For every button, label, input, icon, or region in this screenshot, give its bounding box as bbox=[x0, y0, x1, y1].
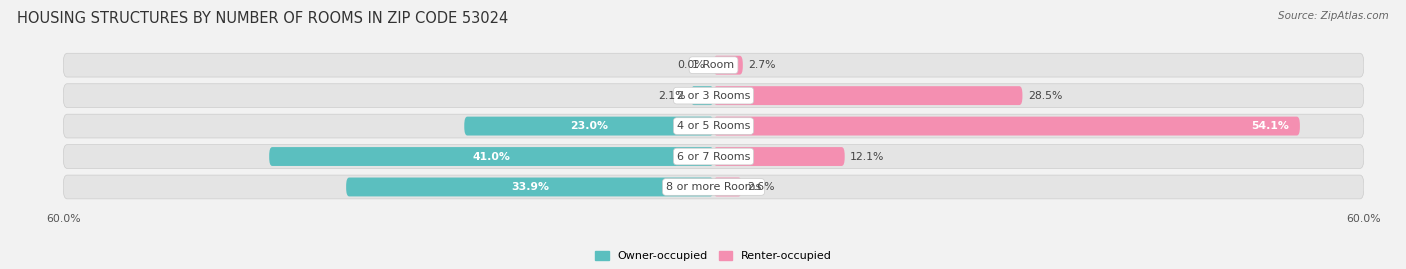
FancyBboxPatch shape bbox=[713, 117, 1301, 136]
Text: 54.1%: 54.1% bbox=[1251, 121, 1289, 131]
Text: 2.7%: 2.7% bbox=[748, 60, 776, 70]
Legend: Owner-occupied, Renter-occupied: Owner-occupied, Renter-occupied bbox=[591, 246, 837, 266]
Text: 23.0%: 23.0% bbox=[569, 121, 607, 131]
FancyBboxPatch shape bbox=[63, 175, 1364, 199]
Text: 2 or 3 Rooms: 2 or 3 Rooms bbox=[676, 91, 751, 101]
Text: 28.5%: 28.5% bbox=[1028, 91, 1062, 101]
FancyBboxPatch shape bbox=[63, 145, 1364, 168]
FancyBboxPatch shape bbox=[63, 84, 1364, 108]
Text: 4 or 5 Rooms: 4 or 5 Rooms bbox=[676, 121, 751, 131]
FancyBboxPatch shape bbox=[464, 117, 713, 136]
FancyBboxPatch shape bbox=[713, 56, 742, 75]
FancyBboxPatch shape bbox=[713, 178, 742, 196]
Text: 1 Room: 1 Room bbox=[693, 60, 734, 70]
Text: 6 or 7 Rooms: 6 or 7 Rooms bbox=[676, 151, 751, 161]
FancyBboxPatch shape bbox=[346, 178, 713, 196]
Text: Source: ZipAtlas.com: Source: ZipAtlas.com bbox=[1278, 11, 1389, 21]
Text: 0.0%: 0.0% bbox=[678, 60, 704, 70]
Text: 12.1%: 12.1% bbox=[851, 151, 884, 161]
Text: 2.1%: 2.1% bbox=[658, 91, 685, 101]
FancyBboxPatch shape bbox=[690, 86, 713, 105]
FancyBboxPatch shape bbox=[63, 114, 1364, 138]
Text: 2.6%: 2.6% bbox=[747, 182, 775, 192]
Text: 8 or more Rooms: 8 or more Rooms bbox=[666, 182, 761, 192]
Text: HOUSING STRUCTURES BY NUMBER OF ROOMS IN ZIP CODE 53024: HOUSING STRUCTURES BY NUMBER OF ROOMS IN… bbox=[17, 11, 508, 26]
Text: 41.0%: 41.0% bbox=[472, 151, 510, 161]
Text: 33.9%: 33.9% bbox=[510, 182, 548, 192]
FancyBboxPatch shape bbox=[269, 147, 713, 166]
FancyBboxPatch shape bbox=[63, 53, 1364, 77]
FancyBboxPatch shape bbox=[713, 147, 845, 166]
FancyBboxPatch shape bbox=[713, 86, 1022, 105]
